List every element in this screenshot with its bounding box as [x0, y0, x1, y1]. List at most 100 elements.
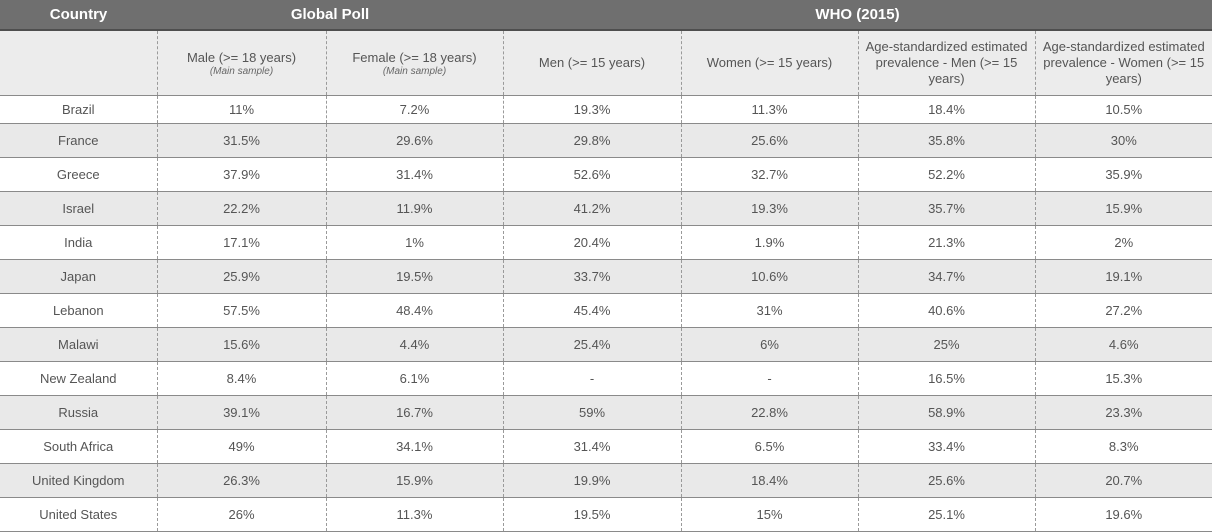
value-cell: 19.9% [503, 463, 682, 498]
country-cell: Lebanon [0, 293, 158, 328]
column-header-label: Men (>= 15 years) [538, 55, 646, 70]
table-row: Lebanon 57.5% 48.4% 45.4% 31% 40.6% 27.2% [0, 293, 1212, 328]
country-cell: United States [0, 497, 158, 532]
value-cell: - [503, 361, 682, 396]
value-cell: 7.2% [326, 95, 504, 124]
value-cell: 11% [157, 95, 327, 124]
table-row: France 31.5% 29.6% 29.8% 25.6% 35.8% 30% [0, 123, 1212, 158]
value-cell: 15.9% [1035, 191, 1212, 226]
column-header-label: Age-standardized estimated prevalence - … [865, 39, 1028, 86]
country-cell: New Zealand [0, 361, 158, 396]
value-cell: 18.4% [858, 95, 1036, 124]
table-row: New Zealand 8.4% 6.1% - -16.5% 15.3% [0, 361, 1212, 396]
table-row: Malawi 15.6% 4.4% 25.4% 6% 25% 4.6% [0, 327, 1212, 362]
value-cell: 15.9% [326, 463, 504, 498]
column-header-row: Male (>= 18 years) (Main sample) Female (>… [0, 30, 1212, 96]
column-header-1: Male (>= 18 years) (Main sample) [157, 30, 327, 96]
value-cell: 8.3% [1035, 429, 1212, 464]
column-header-label: Male (>= 18 years) [186, 49, 297, 65]
country-cell: South Africa [0, 429, 158, 464]
value-cell: 25% [858, 327, 1036, 362]
value-cell: 19.1% [1035, 259, 1212, 294]
value-cell: 39.1% [157, 395, 327, 430]
value-cell: 45.4% [503, 293, 682, 328]
value-cell: 19.3% [503, 95, 682, 124]
country-cell: Brazil [0, 95, 158, 124]
value-cell: 17.1% [157, 225, 327, 260]
value-cell: 35.9% [1035, 157, 1212, 192]
value-cell: 35.8% [858, 123, 1036, 158]
value-cell: 25.6% [681, 123, 859, 158]
value-cell: 19.6% [1035, 497, 1212, 532]
value-cell: 6.5% [681, 429, 859, 464]
country-cell: France [0, 123, 158, 158]
value-cell: 37.9% [157, 157, 327, 192]
value-cell: 59% [503, 395, 682, 430]
value-cell: 31.5% [157, 123, 327, 158]
table-row: Russia 39.1% 16.7% 59% 22.8% 58.9% 23.3% [0, 395, 1212, 430]
value-cell: 26.3% [157, 463, 327, 498]
value-cell: 48.4% [326, 293, 504, 328]
table-row: South Africa 49% 34.1% 31.4% 6.5% 33.4% 8.3% [0, 429, 1212, 464]
country-cell: Japan [0, 259, 158, 294]
value-cell: 34.7% [858, 259, 1036, 294]
table-row: Israel 22.2% 11.9% 41.2% 19.3% 35.7% 15.9% [0, 191, 1212, 226]
value-cell: 21.3% [858, 225, 1036, 260]
table-row: Japan 25.9% 19.5% 33.7% 10.6% 34.7% 19.1% [0, 259, 1212, 294]
value-cell: 52.2% [858, 157, 1036, 192]
value-cell: 19.3% [681, 191, 859, 226]
country-cell: India [0, 225, 158, 260]
value-cell: 10.5% [1035, 95, 1212, 124]
value-cell: 31% [681, 293, 859, 328]
column-header-note: (Main sample) [382, 65, 447, 77]
value-cell: 10.6% [681, 259, 859, 294]
value-cell: 34.1% [326, 429, 504, 464]
column-header-2: Female (>= 18 years) (Main sample) [326, 30, 504, 96]
value-cell: 1% [326, 225, 504, 260]
value-cell: 49% [157, 429, 327, 464]
column-header-5: Age-standardized estimated prevalence - … [858, 30, 1036, 96]
value-cell: 19.5% [326, 259, 504, 294]
value-cell: 25.9% [157, 259, 327, 294]
value-cell: 22.8% [681, 395, 859, 430]
country-cell: Malawi [0, 327, 158, 362]
country-group-header: Country [0, 0, 157, 31]
value-cell: 31.4% [326, 157, 504, 192]
column-header-3: Men (>= 15 years) [503, 30, 682, 96]
column-header-label: Age-standardized estimated prevalence - … [1042, 39, 1205, 86]
value-cell: 25.4% [503, 327, 682, 362]
column-header-label: Women (>= 15 years) [706, 55, 833, 70]
value-cell: 11.3% [326, 497, 504, 532]
value-cell: 19.5% [503, 497, 682, 532]
value-cell: 11.9% [326, 191, 504, 226]
value-cell: 15.3% [1035, 361, 1212, 396]
value-cell: 16.7% [326, 395, 504, 430]
group-header-row: Country Global Poll WHO (2015) [0, 0, 1212, 31]
table-row: Greece 37.9% 31.4% 52.6% 32.7% 52.2% 35.9% [0, 157, 1212, 192]
value-cell: 11.3% [681, 95, 859, 124]
value-cell: 20.4% [503, 225, 682, 260]
value-cell: 27.2% [1035, 293, 1212, 328]
value-cell: 22.2% [157, 191, 327, 226]
column-header-4: Women (>= 15 years) [681, 30, 859, 96]
value-cell: 6% [681, 327, 859, 362]
global-poll-group-header: Global Poll [157, 0, 503, 31]
value-cell: 6.1% [326, 361, 504, 396]
column-header-6: Age-standardized estimated prevalence - … [1035, 30, 1212, 96]
value-cell: 57.5% [157, 293, 327, 328]
value-cell: 33.4% [858, 429, 1036, 464]
value-cell: 40.6% [858, 293, 1036, 328]
value-cell: 15.6% [157, 327, 327, 362]
country-cell: Israel [0, 191, 158, 226]
value-cell: 4.4% [326, 327, 504, 362]
value-cell: 29.8% [503, 123, 682, 158]
value-cell: 20.7% [1035, 463, 1212, 498]
value-cell: 52.6% [503, 157, 682, 192]
table-row: United Kingdom 26.3% 15.9% 19.9% 18.4% 25.6% 2… [0, 463, 1212, 498]
value-cell: 16.5% [858, 361, 1036, 396]
value-cell: 32.7% [681, 157, 859, 192]
value-cell: 25.6% [858, 463, 1036, 498]
value-cell: 25.1% [858, 497, 1036, 532]
value-cell: 2% [1035, 225, 1212, 260]
value-cell: 31.4% [503, 429, 682, 464]
